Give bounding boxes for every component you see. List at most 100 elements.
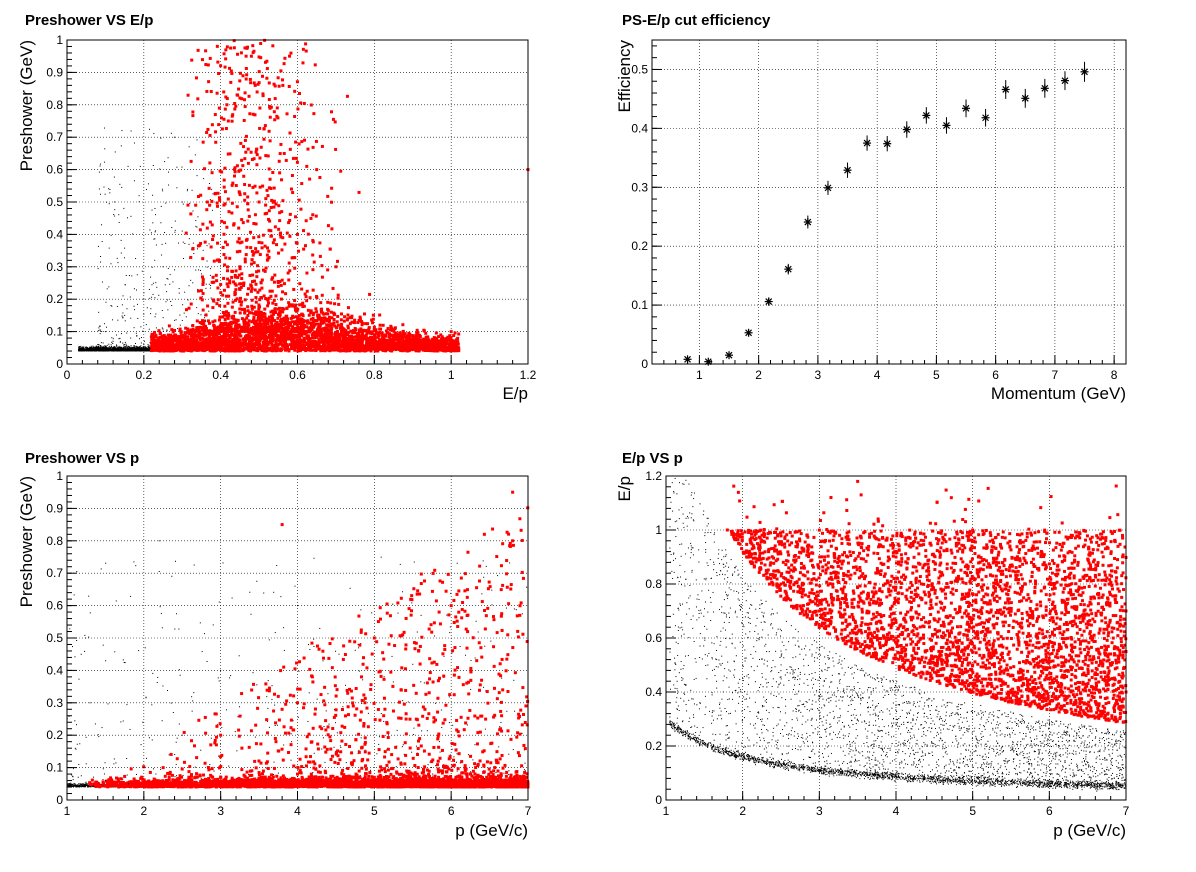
scatter-dot [113, 350, 115, 352]
scatter-dot [149, 349, 151, 351]
scatter-dot [82, 346, 84, 348]
scatter-dot [100, 256, 102, 258]
scatter-dot [87, 347, 89, 349]
scatter-dot [111, 337, 113, 339]
scatter-dot [100, 345, 102, 347]
scatter-dot [108, 203, 110, 205]
scatter-dot [99, 163, 101, 165]
scatter-dot [178, 242, 180, 244]
scatter-point [218, 343, 222, 347]
scatter-dot [149, 348, 151, 350]
scatter-dot [149, 297, 151, 299]
scatter-dot [90, 348, 92, 350]
scatter-point [248, 344, 252, 348]
scatter-dot [121, 315, 123, 317]
scatter-dot [98, 327, 100, 329]
scatter-dot [149, 128, 151, 130]
scatter-dot [122, 317, 124, 319]
scatter-point [284, 348, 288, 352]
scatter-dot [99, 345, 101, 347]
scatter-dot [102, 346, 104, 348]
scatter-dot [143, 350, 145, 352]
scatter-dot [95, 347, 97, 349]
scatter-dot [138, 346, 140, 348]
scatter-dot [118, 346, 120, 348]
scatter-dot [136, 350, 138, 352]
scatter-dot [82, 349, 84, 351]
scatter-dot [143, 349, 145, 351]
scatter-point [297, 335, 301, 339]
scatter-dot [138, 346, 140, 348]
scatter-point [416, 331, 420, 335]
scatter-point [349, 329, 353, 333]
scatter-dot [102, 342, 104, 344]
scatter-dot [174, 269, 176, 271]
scatter-dot [129, 349, 131, 351]
scatter-point [173, 329, 177, 333]
scatter-dot [92, 350, 94, 352]
scatter-dot [175, 319, 177, 321]
scatter-dot [86, 350, 88, 352]
scatter-dot [114, 347, 116, 349]
scatter-dot [140, 349, 142, 351]
scatter-dot [128, 350, 130, 352]
scatter-point [386, 344, 390, 348]
scatter-dot [120, 145, 122, 147]
scatter-dot [101, 169, 103, 171]
scatter-dot [154, 316, 156, 318]
scatter-point [335, 320, 339, 324]
scatter-point [366, 322, 370, 326]
scatter-dot [139, 348, 141, 350]
scatter-dot [125, 350, 127, 352]
scatter-dot [102, 349, 104, 351]
scatter-dot [162, 190, 164, 192]
scatter-dot [90, 350, 92, 352]
scatter-dot [195, 269, 197, 271]
scatter-dot [176, 187, 178, 189]
scatter-dot [136, 303, 138, 305]
scatter-point [371, 317, 375, 321]
scatter-point [309, 317, 313, 321]
scatter-dot [107, 349, 109, 351]
scatter-dot [112, 346, 114, 348]
scatter-dot [151, 266, 153, 268]
scatter-point [293, 299, 297, 303]
scatter-point [311, 313, 315, 317]
scatter-dot [188, 243, 190, 245]
scatter-dot [119, 348, 121, 350]
scatter-dot [136, 348, 138, 350]
scatter-dot [104, 193, 106, 195]
scatter-dot [110, 263, 112, 265]
scatter-dot [98, 188, 100, 190]
scatter-point [162, 349, 166, 353]
scatter-dot [94, 347, 96, 349]
scatter-dot [148, 347, 150, 349]
scatter-point [274, 348, 278, 352]
scatter-dot [148, 328, 150, 330]
scatter-dot [165, 202, 167, 204]
scatter-point [256, 349, 260, 353]
scatter-dot [133, 345, 135, 347]
scatter-dot [107, 348, 109, 350]
scatter-dot [165, 242, 167, 244]
scatter-point [429, 339, 433, 343]
scatter-dot [106, 348, 108, 350]
scatter-dot [100, 346, 102, 348]
scatter-point [198, 335, 202, 339]
scatter-dot [96, 349, 98, 351]
scatter-dot [142, 349, 144, 351]
scatter-dot [95, 349, 97, 351]
scatter-dot [110, 349, 112, 351]
scatter-dot [137, 347, 139, 349]
scatter-dot [154, 231, 156, 233]
scatter-dot [182, 304, 184, 306]
scatter-point [274, 294, 278, 298]
scatter-point [298, 338, 302, 342]
scatter-dot [200, 314, 202, 316]
scatter-point [338, 349, 342, 353]
scatter-dot [87, 350, 89, 352]
scatter-point [319, 301, 323, 305]
scatter-dot [208, 283, 210, 285]
scatter-dot [147, 350, 149, 352]
scatter-point [311, 348, 315, 352]
